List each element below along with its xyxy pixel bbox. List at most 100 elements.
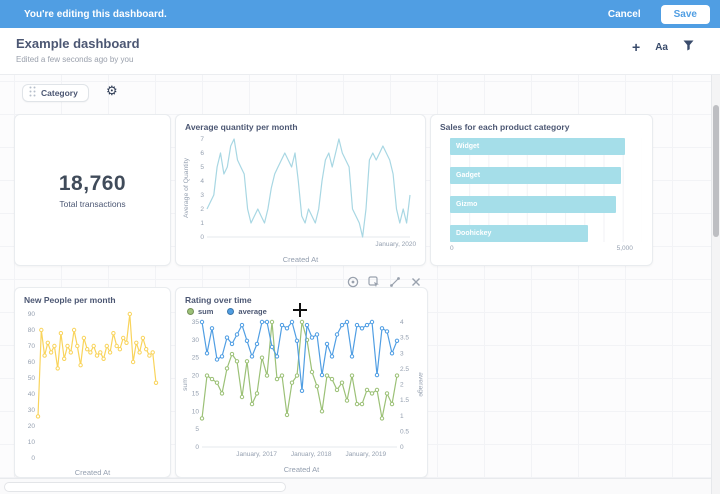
click-behavior-icon[interactable] xyxy=(368,276,380,288)
card-new-people[interactable]: New People per month 0 10 20 30 40 50 60 70 80 90… xyxy=(14,287,171,478)
x-axis-title: Created At xyxy=(74,468,111,477)
line-chart-average-quantity: 0 1 2 3 4 5 6 7 January, 2020 Average of Quantity xyxy=(183,136,417,248)
svg-text:1: 1 xyxy=(200,220,204,227)
legend-item-sum[interactable]: sum xyxy=(187,307,213,316)
svg-text:35: 35 xyxy=(192,319,200,326)
drag-grip-icon xyxy=(29,84,36,102)
svg-text:0: 0 xyxy=(31,455,35,462)
svg-text:20: 20 xyxy=(28,423,36,430)
svg-text:90: 90 xyxy=(28,311,36,318)
legend-dot-sum xyxy=(187,308,194,315)
svg-text:20: 20 xyxy=(192,373,200,380)
page-title[interactable]: Example dashboard xyxy=(16,36,140,51)
chart-legend: sum average xyxy=(176,305,427,317)
line-chart-rating: 0 5 10 15 20 25 30 35 0 0.5 1 1.5 2 2.5 3 3.5 4 January, … xyxy=(182,319,424,458)
svg-text:2: 2 xyxy=(400,382,404,389)
card-title: Rating over time xyxy=(185,295,252,305)
bar-gadget[interactable]: Gadget xyxy=(450,167,622,184)
svg-text:3: 3 xyxy=(400,350,404,357)
bar-chart-x-axis: 0 5,000 xyxy=(450,245,642,255)
cancel-button[interactable]: Cancel xyxy=(598,5,651,24)
save-button[interactable]: Save xyxy=(660,4,710,24)
card-sales-by-category[interactable]: Sales for each product category Widget Ga… xyxy=(430,114,653,266)
edit-mode-actions: Cancel Save xyxy=(598,4,710,24)
vertical-scrollbar-thumb[interactable] xyxy=(713,105,719,237)
bar-category-label: Gadget xyxy=(456,172,481,179)
svg-text:60: 60 xyxy=(28,359,36,366)
legend-dot-average xyxy=(227,308,235,315)
svg-text:30: 30 xyxy=(28,407,36,414)
svg-text:2.5: 2.5 xyxy=(400,366,409,373)
bar-row[interactable]: Gadget xyxy=(450,167,642,184)
filter-label: Category xyxy=(41,88,78,98)
x-tick: 0 xyxy=(450,245,454,252)
horizontal-scrollbar[interactable] xyxy=(0,478,711,494)
bar-doohickey[interactable]: Doohickey xyxy=(450,225,589,242)
svg-text:4: 4 xyxy=(200,178,204,185)
horizontal-scrollbar-thumb[interactable] xyxy=(4,482,286,492)
legend-label: average xyxy=(238,307,267,316)
svg-text:6: 6 xyxy=(200,150,204,157)
svg-text:5: 5 xyxy=(195,426,199,433)
edit-mode-message: You're editing this dashboard. xyxy=(24,8,167,20)
scalar-label: Total transactions xyxy=(59,198,126,209)
svg-text:1: 1 xyxy=(400,413,404,420)
card-hover-actions xyxy=(347,276,422,288)
card-rating-over-time[interactable]: Rating over time sum average 0 5 10 15 20 25 3… xyxy=(175,287,428,478)
dashboard-canvas: Category ⚙ 18,760 Total transactions Ave… xyxy=(0,75,711,478)
bar-chart-sales: Widget Gadget Gizmo Doohickey xyxy=(450,138,642,242)
svg-text:3: 3 xyxy=(200,192,204,199)
bar-category-label: Doohickey xyxy=(456,230,492,237)
scalar-value: 18,760 xyxy=(58,171,127,195)
svg-text:Average of Quantity: Average of Quantity xyxy=(183,157,190,218)
svg-text:January, 2019: January, 2019 xyxy=(345,451,386,458)
svg-text:1.5: 1.5 xyxy=(400,397,409,404)
svg-text:sum: sum xyxy=(182,378,189,391)
svg-text:0: 0 xyxy=(195,444,199,451)
card-title: Average quantity per month xyxy=(185,122,298,132)
filter-chip-category[interactable]: Category xyxy=(22,84,89,102)
edit-mode-bar: You're editing this dashboard. Cancel Sa… xyxy=(0,0,720,28)
svg-text:0: 0 xyxy=(400,444,404,451)
bar-gizmo[interactable]: Gizmo xyxy=(450,196,616,213)
x-axis-title: Created At xyxy=(282,255,319,264)
add-filter-icon[interactable] xyxy=(683,38,694,56)
add-text-icon[interactable]: Aa xyxy=(655,41,668,53)
card-title: Sales for each product category xyxy=(440,122,570,132)
svg-text:80: 80 xyxy=(28,327,36,334)
svg-text:25: 25 xyxy=(192,355,200,362)
bar-row[interactable]: Widget xyxy=(450,138,642,155)
bar-widget[interactable]: Widget xyxy=(450,138,626,155)
svg-text:5: 5 xyxy=(200,164,204,171)
svg-text:30: 30 xyxy=(192,337,200,344)
svg-text:0.5: 0.5 xyxy=(400,428,409,435)
svg-text:10: 10 xyxy=(28,439,36,446)
edited-timestamp: Edited a few seconds ago by you xyxy=(16,55,134,64)
dashboard-header: Example dashboard Edited a few seconds a… xyxy=(0,28,720,75)
svg-text:2: 2 xyxy=(200,206,204,213)
filter-settings-gear-icon[interactable]: ⚙ xyxy=(106,83,118,98)
bar-row[interactable]: Gizmo xyxy=(450,196,642,213)
line-chart-new-people: 0 10 20 30 40 50 60 70 80 90 xyxy=(28,311,159,462)
bar-category-label: Gizmo xyxy=(456,201,478,208)
bar-row[interactable]: Doohickey xyxy=(450,225,642,242)
card-title: New People per month xyxy=(24,295,116,305)
add-card-icon[interactable]: + xyxy=(632,39,641,55)
svg-text:10: 10 xyxy=(192,408,200,415)
add-series-icon[interactable] xyxy=(389,276,401,288)
card-total-transactions[interactable]: 18,760 Total transactions xyxy=(14,114,171,266)
legend-label: sum xyxy=(198,307,214,316)
vertical-scrollbar[interactable] xyxy=(711,75,720,494)
visualization-options-palette-icon[interactable] xyxy=(347,276,359,288)
svg-text:January, 2020: January, 2020 xyxy=(375,241,416,248)
svg-text:4: 4 xyxy=(400,319,404,326)
svg-text:70: 70 xyxy=(28,343,36,350)
svg-text:3.5: 3.5 xyxy=(400,335,409,342)
svg-text:January, 2017: January, 2017 xyxy=(236,451,277,458)
header-toolbar: + Aa xyxy=(632,38,694,56)
card-average-quantity[interactable]: Average quantity per month 0 1 2 3 4 5 6 7 Janua… xyxy=(175,114,426,266)
remove-card-icon[interactable] xyxy=(410,276,422,288)
svg-text:7: 7 xyxy=(200,136,204,143)
svg-text:40: 40 xyxy=(28,391,36,398)
legend-item-average[interactable]: average xyxy=(227,307,267,316)
